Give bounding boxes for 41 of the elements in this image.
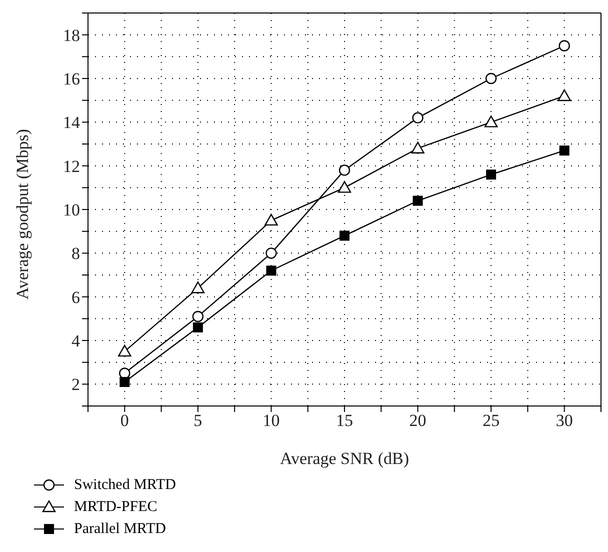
x-axis-title: Average SNR (dB) (280, 449, 410, 468)
y-tick-label: 4 (72, 332, 80, 351)
point (264, 214, 278, 226)
point (486, 170, 496, 180)
point (266, 266, 276, 276)
y-tick-label: 18 (63, 26, 80, 45)
x-tick-label: 20 (409, 411, 426, 430)
y-tick-label: 2 (72, 375, 80, 394)
point (192, 310, 204, 322)
point (485, 72, 497, 84)
y-tick-label: 16 (63, 70, 80, 89)
x-tick-label: 5 (194, 411, 202, 430)
point (338, 164, 350, 176)
x-tick-label: 0 (120, 411, 129, 430)
y-axis-title: Average goodput (Mbps) (13, 128, 32, 300)
legend-label: Switched MRTD (74, 476, 176, 494)
point (412, 196, 423, 206)
point (558, 89, 571, 102)
y-tick-label: 6 (72, 288, 80, 307)
y-tick-label: 14 (63, 113, 80, 132)
legend-label: MRTD-PFEC (74, 498, 158, 516)
point (558, 40, 570, 52)
x-tick-label: 15 (336, 411, 353, 430)
point (412, 112, 424, 124)
point (191, 282, 205, 294)
y-tick-label: 8 (72, 244, 80, 264)
point (411, 142, 424, 154)
point (559, 146, 570, 156)
point (192, 322, 203, 332)
y-tick-label: 10 (63, 200, 80, 220)
x-tick-label: 25 (482, 411, 500, 430)
y-tick-label: 12 (63, 156, 80, 176)
x-tick-label: 10 (262, 411, 280, 430)
point (118, 344, 132, 357)
point (120, 376, 130, 387)
point (266, 248, 277, 259)
point (340, 230, 350, 241)
x-tick-label: 30 (556, 411, 573, 430)
legend-label: Parallel MRTD (74, 520, 166, 538)
point (338, 181, 352, 193)
point (484, 116, 498, 128)
